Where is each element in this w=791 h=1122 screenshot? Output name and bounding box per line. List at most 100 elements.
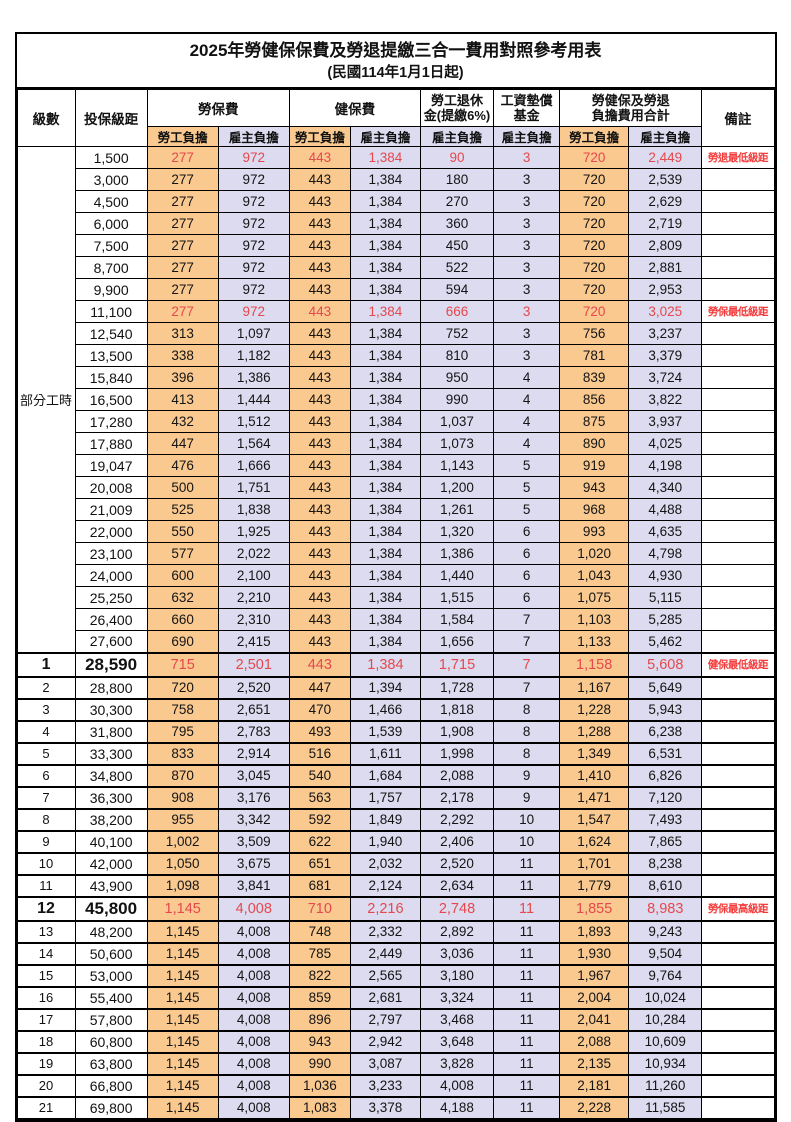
cell-health-employee: 443 (288, 564, 351, 588)
cell-wage-fund-employer: 11 (493, 985, 561, 1010)
table-row: 22,000 550 1,925 443 1,384 1,320 6 993 4,635 (17, 520, 775, 544)
cell-health-employee: 443 (288, 410, 351, 434)
cell-total-employee: 968 (559, 498, 630, 522)
cell-pension-employer: 1,515 (419, 586, 495, 610)
cell-level: 12 (16, 895, 76, 922)
cell-pension-employer: 990 (419, 388, 495, 412)
cell-total-employer: 2,629 (628, 190, 703, 214)
cell-bracket: 50,600 (74, 941, 148, 966)
cell-health-employee: 443 (288, 344, 351, 368)
cell-total-employer: 10,284 (628, 1007, 703, 1032)
cell-total-employee: 781 (559, 344, 630, 368)
cell-labor-employer: 972 (217, 146, 290, 170)
cell-wage-fund-employer: 3 (493, 146, 561, 170)
cell-wage-fund-employer: 3 (493, 168, 561, 192)
table-row: 11,100 277 972 443 1,384 666 3 720 3,025 勞保最低級距 (17, 300, 775, 324)
cell-wage-fund-employer: 8 (493, 741, 561, 766)
cell-note (701, 1051, 775, 1076)
cell-pension-employer: 1,320 (419, 520, 495, 544)
cell-health-employee: 748 (288, 919, 351, 944)
cell-level: 21 (16, 1095, 76, 1120)
cell-health-employer: 2,449 (349, 941, 421, 966)
cell-bracket: 26,400 (74, 608, 148, 632)
col-header-wage-fund-line1: 工資墊償 (500, 92, 553, 108)
cell-total-employer: 11,585 (628, 1095, 703, 1120)
cell-pension-employer: 3,324 (419, 985, 495, 1010)
cell-health-employee: 443 (288, 234, 351, 258)
subheader-labor-employee: 勞工負擔 (146, 126, 219, 148)
cell-bracket: 27,600 (74, 630, 148, 654)
subheader-health-employee: 勞工負擔 (288, 126, 351, 148)
cell-bracket: 48,200 (74, 919, 148, 944)
cell-health-employer: 3,087 (349, 1051, 421, 1076)
cell-total-employer: 8,238 (628, 851, 703, 876)
col-header-note: 備註 (701, 89, 775, 148)
cell-labor-employee: 690 (146, 630, 219, 654)
cell-note (701, 1073, 775, 1098)
cell-total-employer: 4,025 (628, 432, 703, 456)
cell-labor-employer: 4,008 (217, 985, 290, 1010)
cell-pension-employer: 3,828 (419, 1051, 495, 1076)
cell-health-employee: 1,036 (288, 1073, 351, 1098)
cell-health-employer: 1,384 (349, 630, 421, 654)
cell-labor-employer: 1,512 (217, 410, 290, 434)
cell-health-employee: 443 (288, 278, 351, 302)
cell-wage-fund-employer: 8 (493, 697, 561, 722)
cell-health-employee: 540 (288, 763, 351, 788)
cell-total-employer: 4,488 (628, 498, 703, 522)
cell-bracket: 23,100 (74, 542, 148, 566)
cell-wage-fund-employer: 7 (493, 608, 561, 632)
cell-health-employer: 1,384 (349, 146, 421, 170)
cell-note (701, 190, 775, 214)
cell-health-employee: 443 (288, 388, 351, 412)
cell-labor-employer: 4,008 (217, 919, 290, 944)
cell-labor-employer: 972 (217, 212, 290, 236)
cell-total-employer: 3,379 (628, 344, 703, 368)
cell-bracket: 19,047 (74, 454, 148, 478)
cell-note (701, 498, 775, 522)
cell-wage-fund-employer: 6 (493, 542, 561, 566)
cell-health-employee: 443 (288, 586, 351, 610)
cell-pension-employer: 1,073 (419, 432, 495, 456)
cell-wage-fund-employer: 11 (493, 941, 561, 966)
table-row: 15,840 396 1,386 443 1,384 950 4 839 3,724 (17, 366, 775, 390)
cell-health-employer: 2,681 (349, 985, 421, 1010)
cell-total-employee: 890 (559, 432, 630, 456)
table-row: 21,009 525 1,838 443 1,384 1,261 5 968 4,488 (17, 498, 775, 522)
cell-health-employee: 785 (288, 941, 351, 966)
cell-pension-employer: 594 (419, 278, 495, 302)
cell-total-employee: 1,471 (559, 785, 630, 810)
cell-total-employee: 839 (559, 366, 630, 390)
cell-pension-employer: 1,440 (419, 564, 495, 588)
cell-note (701, 278, 775, 302)
cell-note (701, 1007, 775, 1032)
cell-health-employee: 493 (288, 719, 351, 744)
cell-wage-fund-employer: 3 (493, 344, 561, 368)
col-header-pension-line2: 金(提繳6%) (423, 108, 491, 124)
cell-labor-employee: 1,145 (146, 1007, 219, 1032)
cell-health-employer: 1,384 (349, 476, 421, 500)
cell-note (701, 719, 775, 744)
cell-labor-employer: 972 (217, 278, 290, 302)
cell-total-employee: 1,930 (559, 941, 630, 966)
cell-wage-fund-employer: 4 (493, 432, 561, 456)
cell-total-employer: 5,608 (628, 651, 703, 678)
cell-total-employer: 10,934 (628, 1051, 703, 1076)
premium-table: 級數 投保級距 勞保費 健保費 勞工退休 金(提繳6%) 工資墊償 基金 勞健保… (16, 89, 775, 1120)
cell-wage-fund-employer: 10 (493, 829, 561, 854)
cell-total-employer: 4,340 (628, 476, 703, 500)
cell-health-employee: 710 (288, 895, 351, 922)
cell-labor-employee: 447 (146, 432, 219, 456)
cell-pension-employer: 1,818 (419, 697, 495, 722)
cell-total-employer: 2,449 (628, 146, 703, 170)
cell-total-employer: 3,724 (628, 366, 703, 390)
table-row: 6 34,800 870 3,045 540 1,684 2,088 9 1,410 6,826 (16, 763, 775, 788)
cell-labor-employer: 4,008 (217, 1073, 290, 1098)
table-row: 13,500 338 1,182 443 1,384 810 3 781 3,379 (17, 344, 775, 368)
cell-wage-fund-employer: 11 (493, 919, 561, 944)
table-row: 20,008 500 1,751 443 1,384 1,200 5 943 4,340 (17, 476, 775, 500)
table-row: 4,500 277 972 443 1,384 270 3 720 2,629 (17, 190, 775, 214)
cell-labor-employer: 2,022 (217, 542, 290, 566)
cell-pension-employer: 3,468 (419, 1007, 495, 1032)
cell-labor-employer: 2,310 (217, 608, 290, 632)
